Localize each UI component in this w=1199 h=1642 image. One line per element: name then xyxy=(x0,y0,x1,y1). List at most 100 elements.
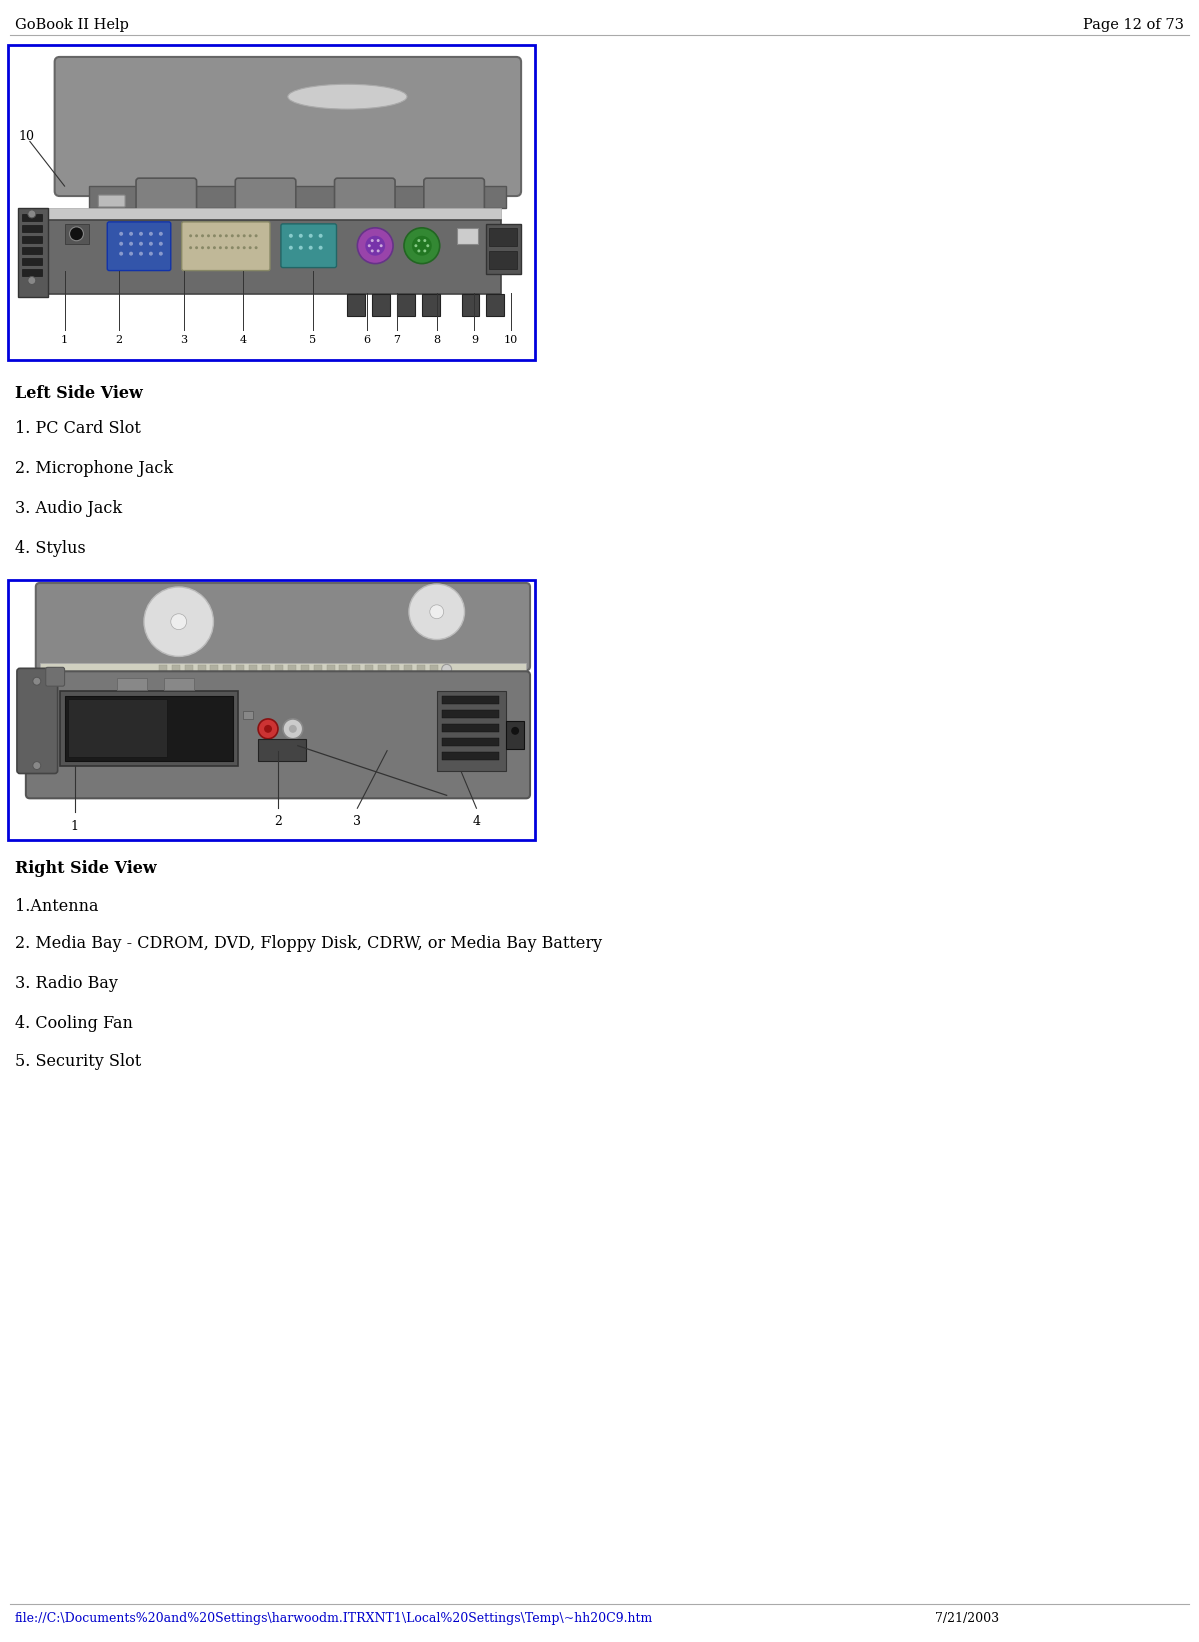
Circle shape xyxy=(319,246,323,250)
Bar xyxy=(158,665,167,673)
FancyBboxPatch shape xyxy=(107,222,170,271)
Circle shape xyxy=(189,246,192,250)
Text: 4: 4 xyxy=(240,335,247,345)
Bar xyxy=(275,665,283,673)
Circle shape xyxy=(254,235,258,238)
Bar xyxy=(326,665,335,673)
Bar xyxy=(441,724,499,732)
Circle shape xyxy=(213,246,216,250)
Bar xyxy=(348,294,366,317)
Bar xyxy=(441,737,499,745)
Bar xyxy=(18,209,48,297)
Circle shape xyxy=(289,724,297,732)
Circle shape xyxy=(32,762,41,770)
Text: 1. PC Card Slot: 1. PC Card Slot xyxy=(16,420,140,437)
Text: 2: 2 xyxy=(115,335,122,345)
Bar xyxy=(366,665,373,673)
Bar xyxy=(65,696,234,760)
Text: 3: 3 xyxy=(354,814,361,828)
Circle shape xyxy=(207,235,210,238)
FancyBboxPatch shape xyxy=(98,195,125,207)
Text: 3. Audio Jack: 3. Audio Jack xyxy=(16,501,122,517)
Text: 2. Microphone Jack: 2. Microphone Jack xyxy=(16,460,173,476)
Ellipse shape xyxy=(288,84,406,108)
Text: 1.Antenna: 1.Antenna xyxy=(16,898,98,915)
Circle shape xyxy=(242,246,246,250)
Bar xyxy=(236,665,245,673)
Circle shape xyxy=(225,246,228,250)
Bar xyxy=(353,665,361,673)
Circle shape xyxy=(139,251,143,256)
Circle shape xyxy=(370,240,374,241)
Text: 5. Security Slot: 5. Security Slot xyxy=(16,1053,141,1071)
Circle shape xyxy=(139,241,143,246)
Circle shape xyxy=(201,235,204,238)
Circle shape xyxy=(236,235,240,238)
FancyBboxPatch shape xyxy=(26,672,530,798)
Bar xyxy=(8,44,535,360)
Circle shape xyxy=(119,232,123,236)
Bar xyxy=(506,721,524,749)
Circle shape xyxy=(289,233,293,238)
Circle shape xyxy=(404,228,440,264)
Circle shape xyxy=(201,246,204,250)
Circle shape xyxy=(417,240,421,241)
Circle shape xyxy=(429,604,444,619)
Circle shape xyxy=(254,246,258,250)
Circle shape xyxy=(231,235,234,238)
Bar xyxy=(372,294,390,317)
Bar xyxy=(441,709,499,718)
Circle shape xyxy=(129,241,133,246)
Circle shape xyxy=(258,719,278,739)
Circle shape xyxy=(412,236,432,256)
Text: 10: 10 xyxy=(18,130,34,143)
Bar xyxy=(489,228,517,246)
Bar xyxy=(422,294,440,317)
Circle shape xyxy=(370,250,374,253)
Circle shape xyxy=(149,241,153,246)
Bar xyxy=(487,294,505,317)
FancyBboxPatch shape xyxy=(335,177,394,213)
Bar xyxy=(22,246,42,253)
Bar xyxy=(404,665,412,673)
Ellipse shape xyxy=(511,727,519,736)
Circle shape xyxy=(264,724,272,732)
Circle shape xyxy=(319,233,323,238)
Text: 5: 5 xyxy=(309,335,317,345)
FancyBboxPatch shape xyxy=(135,177,197,213)
Text: 7/21/2003: 7/21/2003 xyxy=(935,1612,999,1626)
Bar xyxy=(258,739,306,760)
Bar xyxy=(22,258,42,264)
Bar xyxy=(22,236,42,243)
Bar xyxy=(211,665,218,673)
Bar xyxy=(164,678,193,690)
Circle shape xyxy=(308,233,313,238)
Circle shape xyxy=(366,236,385,256)
Text: 4. Stylus: 4. Stylus xyxy=(16,540,86,557)
Bar xyxy=(487,223,522,274)
Bar xyxy=(417,665,424,673)
Circle shape xyxy=(119,241,123,246)
Circle shape xyxy=(119,251,123,256)
Bar xyxy=(462,294,480,317)
Text: 9: 9 xyxy=(471,335,478,345)
Bar xyxy=(314,665,321,673)
Bar xyxy=(429,665,438,673)
Circle shape xyxy=(423,250,427,253)
Bar xyxy=(44,209,501,220)
Circle shape xyxy=(207,246,210,250)
Bar xyxy=(40,663,526,675)
Bar xyxy=(288,665,296,673)
Circle shape xyxy=(441,665,452,675)
Bar xyxy=(223,665,231,673)
Circle shape xyxy=(129,232,133,236)
Text: Left Side View: Left Side View xyxy=(16,384,143,402)
Circle shape xyxy=(248,235,252,238)
FancyBboxPatch shape xyxy=(235,177,296,213)
Text: 1: 1 xyxy=(71,819,78,832)
FancyBboxPatch shape xyxy=(423,177,484,213)
Bar xyxy=(22,225,42,232)
Bar xyxy=(301,665,308,673)
Bar xyxy=(198,665,205,673)
FancyBboxPatch shape xyxy=(36,583,530,670)
